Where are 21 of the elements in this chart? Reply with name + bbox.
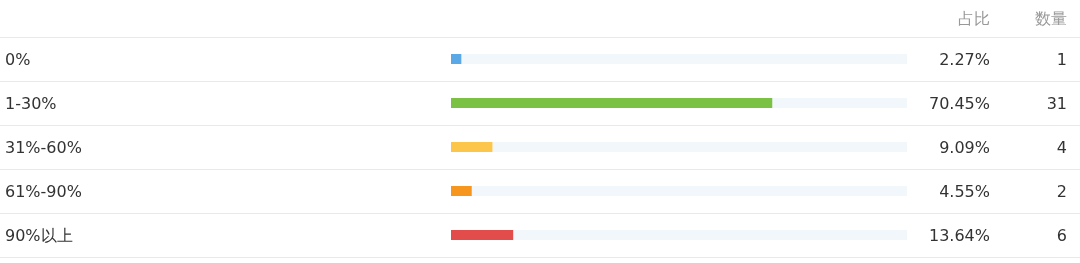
y-tick-label: 0% (5, 50, 31, 69)
data-label: 9.09% (939, 138, 990, 157)
text: 31 (1046, 94, 1067, 113)
y-tick-label: 31%-60% (5, 138, 82, 157)
bar (451, 54, 462, 64)
data-label: 70.45% (928, 94, 990, 113)
text: 4 (1056, 138, 1067, 157)
data-label: 2.27% (939, 50, 990, 69)
bar (451, 186, 472, 196)
bar (451, 142, 493, 152)
y-tick-label: 61%-90% (5, 182, 82, 201)
text: 占比 (958, 9, 990, 28)
data-label: 13.64% (928, 226, 990, 245)
y-tick-label: 90%以上 (5, 226, 73, 245)
y-tick-label: 1-30% (5, 94, 57, 113)
text: 6 (1056, 226, 1067, 245)
text: 1 (1056, 50, 1067, 69)
data-label: 4.55% (939, 182, 990, 201)
bar (451, 230, 514, 240)
text: 数量 (1035, 9, 1067, 28)
text: 2 (1056, 182, 1067, 201)
